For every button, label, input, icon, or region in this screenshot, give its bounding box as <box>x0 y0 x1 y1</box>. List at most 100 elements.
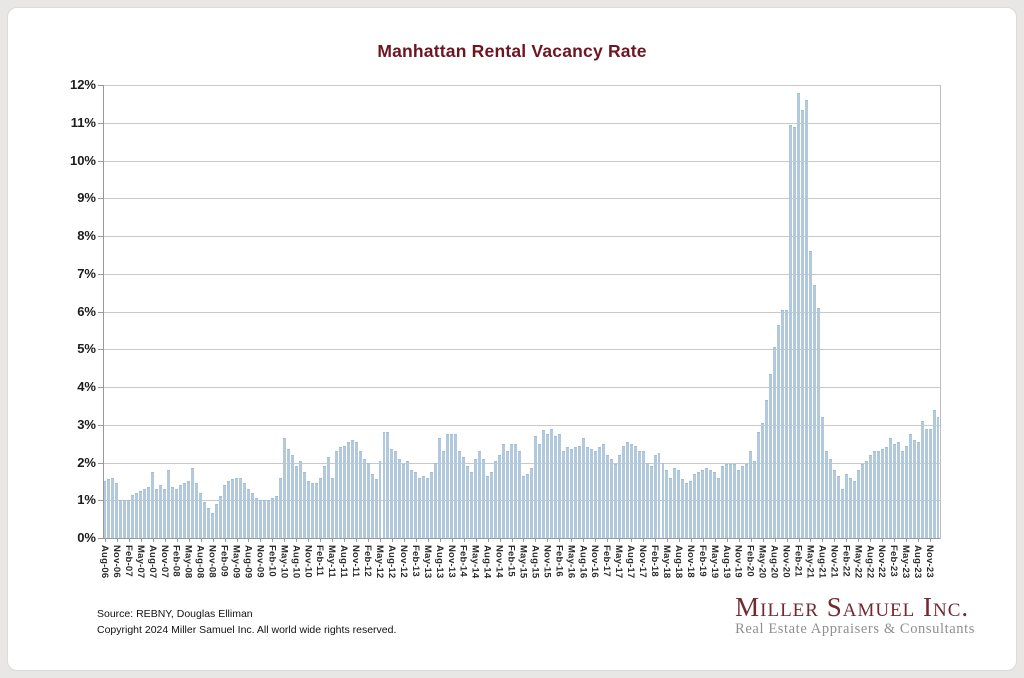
vacancy-bar <box>266 500 270 538</box>
gridline <box>103 122 940 124</box>
plot-right-border <box>940 85 941 539</box>
x-axis-label: Nov-10 <box>302 545 314 578</box>
vacancy-bar <box>781 309 785 538</box>
vacancy-bar <box>761 422 765 538</box>
y-axis-label: 4% <box>77 379 96 394</box>
y-axis-label: 9% <box>77 190 96 206</box>
x-axis-tick <box>930 538 932 542</box>
x-axis-tick <box>894 538 896 542</box>
x-axis-label: May-10 <box>278 545 290 579</box>
vacancy-bar <box>868 454 872 538</box>
vacancy-bar <box>390 449 394 538</box>
gridline <box>103 311 940 313</box>
y-axis-label: 7% <box>77 265 96 281</box>
vacancy-bar <box>924 428 928 538</box>
x-axis-label: May-17 <box>613 545 625 579</box>
vacancy-bar <box>518 451 521 538</box>
x-axis-tick <box>822 538 824 542</box>
vacancy-bar <box>569 449 573 538</box>
vacancy-bar <box>553 436 557 538</box>
vacancy-bar <box>394 451 398 538</box>
x-axis-tick <box>643 538 645 542</box>
logo-tagline: Real Estate Appraisers & Consultants <box>735 621 975 637</box>
x-axis-tick <box>714 538 716 542</box>
x-axis-label: May-20 <box>756 545 768 579</box>
vacancy-bar <box>920 420 924 538</box>
vacancy-bar <box>916 441 920 538</box>
x-axis-tick <box>583 538 585 542</box>
vacancy-bar <box>908 434 912 538</box>
y-axis-tick <box>98 462 103 464</box>
vacancy-bar <box>147 487 151 538</box>
vacancy-bar <box>450 434 454 538</box>
vacancy-bar <box>422 475 426 538</box>
vacancy-bar <box>486 475 490 538</box>
gridline <box>103 273 940 275</box>
vacancy-bar <box>418 477 422 538</box>
x-axis-tick <box>415 538 417 542</box>
vacancy-bar <box>681 479 685 538</box>
vacancy-bar <box>306 481 310 538</box>
y-axis-label: 5% <box>77 341 96 357</box>
x-axis-tick <box>439 538 441 542</box>
x-axis-tick <box>104 538 106 542</box>
vacancy-bar <box>896 441 900 538</box>
vacancy-bar <box>438 437 442 538</box>
vacancy-bar <box>665 470 669 538</box>
x-axis-label: Feb-23 <box>888 545 900 577</box>
vacancy-bar <box>769 373 773 538</box>
x-axis-label: Nov-11 <box>350 545 362 578</box>
x-axis-tick <box>607 538 609 542</box>
vacancy-bar <box>298 460 302 538</box>
x-axis-label: Nov-08 <box>206 545 218 578</box>
vacancy-bar <box>669 477 673 538</box>
vacancy-bar <box>498 454 502 538</box>
vacancy-bar <box>290 454 294 538</box>
vacancy-bar <box>211 513 215 538</box>
y-axis-tick <box>98 273 103 275</box>
x-axis-label: Aug-19 <box>720 545 732 579</box>
vacancy-bar <box>777 324 781 538</box>
vacancy-bar <box>565 447 569 538</box>
source-block: Source: REBNY, Douglas Elliman Copyright… <box>97 606 396 638</box>
vacancy-bar <box>549 428 553 538</box>
vacancy-bar <box>824 451 828 538</box>
x-axis-label: Aug-22 <box>864 545 876 579</box>
vacancy-bar <box>107 479 111 538</box>
vacancy-bar <box>912 439 916 538</box>
vacancy-bar <box>454 434 458 538</box>
vacancy-bar <box>645 462 649 538</box>
x-axis-label: Aug-16 <box>577 545 589 579</box>
x-axis-tick <box>380 538 381 542</box>
vacancy-bar <box>840 488 844 538</box>
x-axis-tick <box>152 538 154 542</box>
x-axis-label: Aug-10 <box>290 545 302 579</box>
vacancy-bar <box>697 471 701 538</box>
logo-name: Miller Samuel Inc. <box>735 592 970 622</box>
vacancy-bar <box>561 451 565 538</box>
vacancy-bar <box>836 475 840 538</box>
x-axis-tick <box>523 538 525 542</box>
vacancy-bar <box>358 451 362 538</box>
vacancy-bar <box>219 496 223 538</box>
vacancy-bar <box>414 471 418 538</box>
vacancy-bar <box>191 468 195 538</box>
vacancy-bar <box>745 464 749 538</box>
x-axis-label: Feb-17 <box>601 545 613 577</box>
x-axis-tick <box>164 538 166 542</box>
vacancy-bar <box>721 466 725 538</box>
x-axis-label: Feb-18 <box>649 545 661 577</box>
x-axis-tick <box>116 538 118 542</box>
x-axis-tick <box>595 538 597 542</box>
vacancy-bar <box>557 434 561 538</box>
x-axis-tick <box>678 538 680 542</box>
vacancy-bar <box>541 430 545 538</box>
vacancy-bar <box>932 409 936 538</box>
vacancy-bar <box>167 470 171 538</box>
vacancy-bar <box>159 485 163 538</box>
vacancy-bar <box>637 451 641 538</box>
y-axis-label: 11% <box>70 114 96 130</box>
vacancy-bar <box>378 460 382 538</box>
x-axis-tick <box>846 538 848 542</box>
vacancy-bar <box>522 475 525 538</box>
